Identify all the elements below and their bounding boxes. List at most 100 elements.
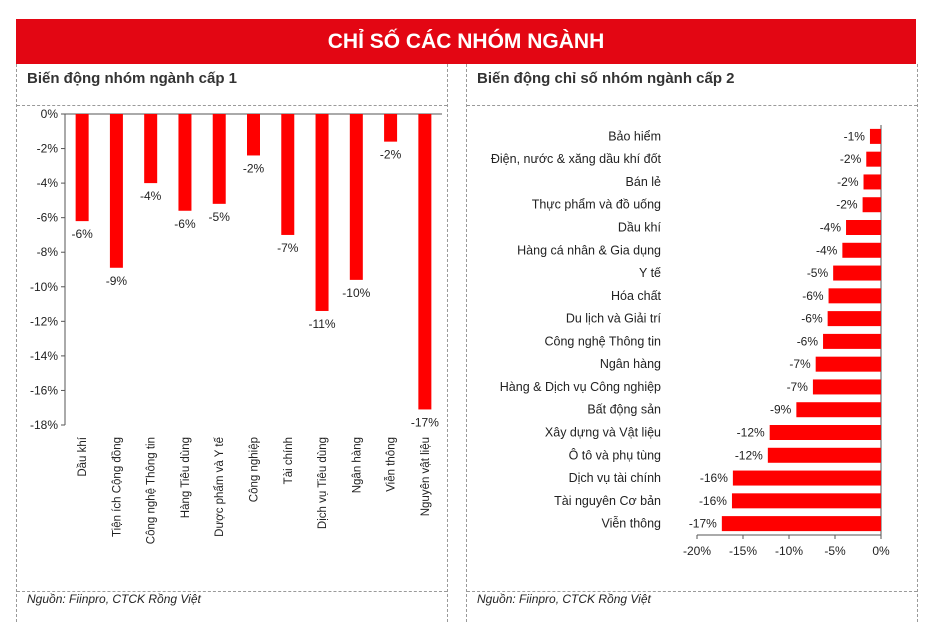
y-category-label: Ô tô và phụ tùng — [569, 447, 661, 462]
x-category-label: Dịch vụ Tiêu dùng — [317, 437, 329, 529]
bar-data-label: -10% — [342, 286, 370, 300]
bar-data-label: -2% — [840, 152, 862, 166]
y-category-label: Tài nguyên Cơ bản — [554, 494, 661, 508]
page-title: CHỈ SỐ CÁC NHÓM NGÀNH — [327, 29, 605, 53]
bar-data-label: -12% — [735, 448, 763, 462]
bar-data-label: -2% — [837, 175, 859, 189]
bar — [349, 114, 363, 280]
page-header: CHỈ SỐ CÁC NHÓM NGÀNH — [16, 19, 916, 64]
y-tick-label: -18% — [30, 418, 58, 432]
left-panel: Biến động nhóm ngành cấp 1 0% -2% -4% -6% -8… — [16, 64, 448, 622]
y-category-label: Thực phẩm và đồ uống — [532, 198, 661, 212]
x-category-label: Công nghiệp — [249, 437, 261, 502]
right-source-note: Nguồn: Fiinpro, CTCK Rồng Việt — [477, 592, 651, 606]
bar-data-label: -6% — [802, 289, 824, 303]
x-category-label: Dầu khí — [77, 436, 89, 476]
bar-data-label: -17% — [411, 415, 439, 429]
right-chart-subtitle: Biến động chỉ số nhóm ngành cấp 2 — [477, 70, 735, 87]
bar — [866, 151, 881, 167]
bar — [418, 114, 432, 410]
x-tick-label: -5% — [824, 544, 846, 558]
bar — [842, 242, 881, 258]
bar-data-label: -6% — [797, 334, 819, 348]
bar — [212, 114, 226, 204]
bar-data-label: -4% — [816, 243, 838, 257]
x-tick-label: -10% — [775, 544, 803, 558]
bar-data-label: -11% — [308, 317, 335, 331]
bar-data-label: -16% — [700, 471, 728, 485]
y-category-label: Du lịch và Giải trí — [566, 312, 662, 326]
y-tick-label: 0% — [41, 107, 59, 121]
bar — [812, 379, 881, 395]
bar — [815, 356, 881, 372]
bar-data-label: -5% — [209, 210, 231, 224]
bar-data-label: -17% — [689, 517, 717, 531]
x-tick-label: -20% — [683, 544, 711, 558]
right-footer-divider — [467, 591, 917, 592]
bar-data-label: -6% — [174, 217, 196, 231]
bar — [863, 174, 881, 190]
bar — [769, 425, 881, 440]
bar — [732, 470, 881, 486]
bar-data-label: -7% — [789, 357, 811, 371]
bar-data-label: -5% — [807, 266, 829, 280]
y-tick-label: -12% — [30, 314, 58, 328]
y-category-label: Hàng & Dịch vụ Công nghiệp — [500, 380, 661, 394]
x-category-label: Tài chính — [283, 437, 295, 484]
left-footer-divider — [17, 591, 447, 592]
x-category-label: Dược phẩm và Y tế — [214, 436, 226, 536]
y-category-label: Hóa chất — [611, 289, 662, 303]
x-tick-label: -15% — [729, 544, 757, 558]
y-category-label: Ngân hàng — [600, 357, 661, 371]
y-category-label: Y tế — [639, 266, 661, 280]
bar — [862, 197, 881, 213]
sector-level1-chart: 0% -2% -4% -6% -8% -10% -12% -14% -16% -18% -6% Dầu… — [30, 107, 442, 544]
bar-data-label: -2% — [380, 148, 402, 162]
bar-data-label: -7% — [787, 380, 809, 394]
x-category-label: Công nghệ Thông tin — [146, 437, 158, 544]
bar — [144, 114, 158, 184]
bar — [796, 402, 881, 418]
bar-data-label: -6% — [801, 312, 823, 326]
bar — [721, 516, 881, 532]
y-category-label: Xây dựng và Vật liệu — [545, 426, 661, 440]
right-subtitle-divider — [467, 105, 917, 106]
y-tick-label: -4% — [37, 176, 59, 190]
bar — [109, 114, 123, 268]
bar — [767, 447, 881, 463]
bar — [315, 114, 329, 311]
x-category-label: Nguyên vật liệu — [420, 437, 432, 516]
bar — [731, 493, 881, 509]
right-panel: Biến động chỉ số nhóm ngành cấp 2 -20% -1… — [466, 64, 918, 622]
bar — [384, 114, 398, 142]
bar-data-label: -16% — [699, 494, 727, 508]
bar-data-label: -12% — [737, 426, 765, 440]
bar — [827, 311, 881, 327]
bar — [281, 114, 295, 235]
y-tick-label: -16% — [30, 383, 58, 397]
x-category-label: Tiện ích Cộng đồng — [111, 437, 123, 537]
y-category-label: Viễn thông — [601, 516, 661, 531]
bar-data-label: -7% — [277, 241, 299, 255]
x-category-label: Viễn thông — [385, 437, 398, 492]
y-tick-label: -8% — [37, 245, 59, 259]
bar — [823, 333, 881, 349]
bar-data-label: -4% — [820, 221, 842, 235]
y-category-label: Bán lẻ — [626, 175, 661, 189]
y-category-label: Dầu khí — [618, 221, 662, 235]
y-tick-label: -6% — [37, 211, 59, 225]
y-category-label: Công nghệ Thông tin — [544, 334, 661, 348]
bar-data-label: -4% — [140, 189, 162, 203]
bar — [75, 114, 89, 222]
bar-data-label: -9% — [770, 403, 792, 417]
bar — [178, 114, 192, 211]
bar-data-label: -9% — [106, 274, 128, 288]
y-category-label: Hàng cá nhân & Gia dụng — [517, 243, 661, 257]
left-source-note: Nguồn: Fiinpro, CTCK Rồng Việt — [27, 592, 201, 606]
bar — [828, 288, 881, 304]
bar-data-label: -6% — [71, 227, 93, 241]
y-category-label: Điện, nước & xăng dầu khí đốt — [491, 152, 662, 166]
bar — [846, 220, 881, 235]
bar-data-label: -2% — [243, 161, 265, 175]
bar — [869, 128, 881, 144]
